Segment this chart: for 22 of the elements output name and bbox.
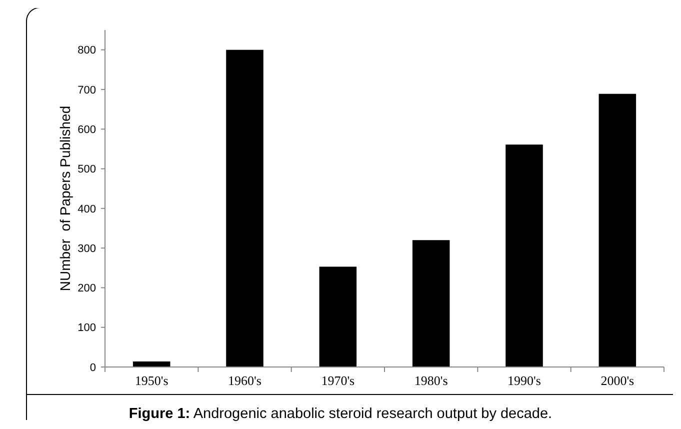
bar (226, 50, 264, 367)
y-tick-label: 100 (78, 322, 96, 334)
y-tick-label: 400 (78, 203, 96, 216)
y-tick-label: 600 (78, 124, 96, 136)
y-tick-label: 500 (78, 164, 96, 176)
y-tick-label: 700 (78, 84, 96, 96)
bar (412, 240, 450, 367)
caption: Figure 1: Androgenic anabolic steroid research output by decade. (128, 406, 552, 422)
x-tick-label: 1990's (508, 373, 541, 388)
y-tick-label: 200 (78, 282, 96, 295)
x-tick-label: 1970's (321, 373, 355, 388)
x-tick-label: 1960's (228, 373, 262, 388)
y-tick-label: 800 (78, 44, 96, 57)
x-tick-label: 1980's (414, 373, 448, 388)
x-tick-label: 2000's (600, 373, 634, 388)
y-axis-title: NUmber of Papers Published (57, 106, 73, 292)
y-tick-label: 300 (78, 242, 96, 255)
bar (319, 266, 357, 367)
bar (598, 94, 636, 367)
y-tick-label: 0 (90, 362, 96, 374)
bar (506, 144, 543, 367)
x-tick-label: 1950's (134, 373, 168, 388)
